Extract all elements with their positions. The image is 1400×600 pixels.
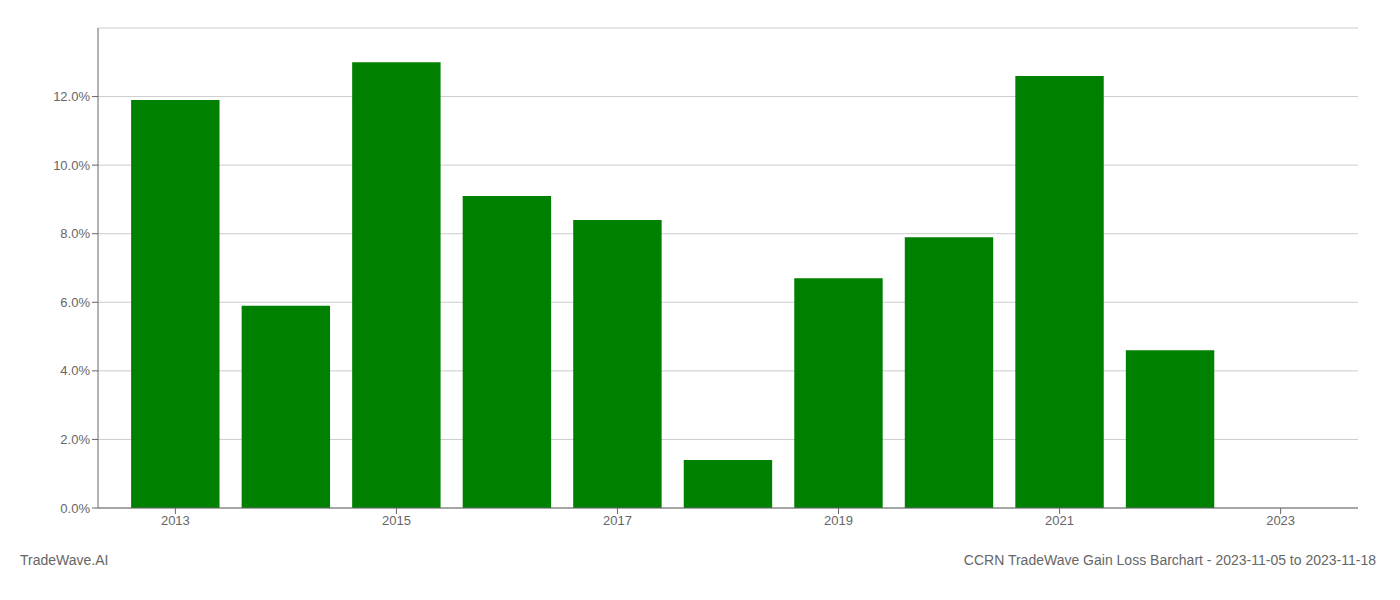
svg-text:10.0%: 10.0%: [53, 158, 90, 173]
svg-text:2021: 2021: [1045, 513, 1074, 528]
svg-text:2013: 2013: [161, 513, 190, 528]
svg-text:4.0%: 4.0%: [60, 363, 90, 378]
svg-text:6.0%: 6.0%: [60, 295, 90, 310]
svg-text:0.0%: 0.0%: [60, 501, 90, 516]
svg-text:2015: 2015: [382, 513, 411, 528]
svg-text:2019: 2019: [824, 513, 853, 528]
svg-text:2.0%: 2.0%: [60, 432, 90, 447]
svg-text:12.0%: 12.0%: [53, 89, 90, 104]
html-text:TradeWave.AI: TradeWave.AI: [20, 552, 109, 568]
svg-text:2017: 2017: [603, 513, 632, 528]
svg-text:2023: 2023: [1266, 513, 1295, 528]
html-text:CCRN TradeWave Gain Loss Barch: CCRN TradeWave Gain Loss Barchart - 2023…: [963, 552, 1376, 568]
svg-text:8.0%: 8.0%: [60, 226, 90, 241]
